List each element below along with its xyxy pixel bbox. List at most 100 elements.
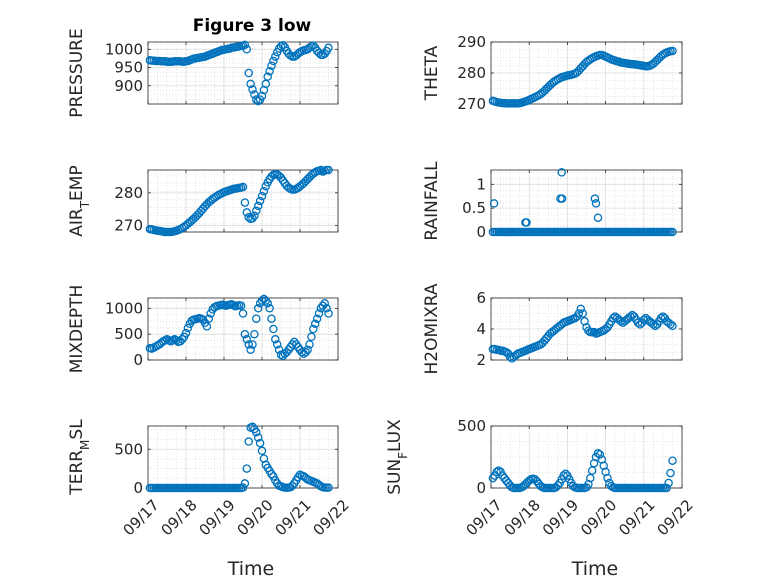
pressure-data-point — [246, 79, 255, 89]
rainfall-data-point — [593, 213, 603, 222]
air-temp-y-tick-label: 280 — [114, 184, 143, 202]
pressure-data-point — [248, 85, 257, 94]
pressure-data-point — [324, 43, 333, 53]
terr-msl-x-tick-label: 09/17 — [119, 496, 162, 539]
mixdepth-data-point — [183, 323, 193, 333]
rainfall-y-tick-label: 0 — [476, 223, 486, 241]
figure-title: Figure 3 low — [193, 16, 312, 36]
sun-flux-data-point — [553, 481, 563, 490]
terr-msl-y-tick-label: 500 — [114, 440, 143, 458]
mixdepth-data-point — [202, 322, 212, 331]
rainfall-y-tick-label: 0.5 — [462, 199, 486, 217]
sun-flux-x-tick-label: 09/19 — [539, 496, 582, 539]
mixdepth-data-point — [240, 329, 250, 339]
air-temp-data-point — [240, 198, 250, 207]
rainfall-panel: 0 0.5 1 RAINFALL — [422, 161, 683, 241]
sun-flux-data-point — [662, 483, 671, 493]
sun-flux-x-tick-label: 09/18 — [501, 496, 544, 539]
h2omixra-data-point — [668, 321, 677, 331]
mixdepth-data-point — [206, 309, 215, 318]
mixdepth-y-axis-label: MIXDEPTH — [67, 285, 87, 374]
mixdepth-data-point — [236, 301, 246, 311]
terr-msl-data-point — [255, 438, 265, 448]
theta-panel: 270 280 290 THETA — [422, 33, 683, 113]
pressure-data-point — [267, 61, 276, 70]
air-temp-axes-box — [147, 169, 339, 233]
sun-flux-x-tick-label: 09/22 — [653, 496, 696, 539]
rainfall-y-tick-label: 1 — [476, 175, 486, 193]
pressure-data-point — [244, 68, 253, 78]
air-temp-panel: 270 280 AIRTEMP — [67, 165, 339, 237]
h2omixra-data-point — [584, 326, 593, 335]
mixdepth-data-point — [248, 340, 257, 349]
terr-msl-x-tick-label: 09/19 — [195, 496, 238, 539]
mixdepth-panel: 0 500 1000 MIXDEPTH — [67, 285, 339, 374]
sun-flux-x-tick-label: 09/20 — [577, 496, 620, 539]
mixdepth-data-point — [272, 340, 282, 349]
h2omixra-y-tick-label: 4 — [476, 320, 486, 338]
terr-msl-data-point — [240, 479, 250, 488]
mixdepth-data-point — [310, 319, 320, 329]
air-temp-data-point — [250, 211, 259, 220]
terr-msl-data-point — [253, 433, 263, 442]
mixdepth-data-point — [312, 314, 322, 323]
air-temp-y-tick-label: 270 — [114, 216, 143, 234]
air-temp-data-point — [242, 208, 252, 217]
mixdepth-data-point — [253, 304, 263, 313]
terr-msl-data-point — [242, 464, 252, 473]
sun-flux-data-point — [668, 456, 677, 465]
air-temp-data-point — [255, 196, 265, 206]
rainfall-data-point — [590, 194, 600, 203]
air-temp-data-point — [253, 201, 263, 211]
pressure-y-tick-label: 900 — [114, 77, 143, 95]
terr-msl-panel: 0 500 TERRMSL 09/1709/1809/1909/2009/2109/2… — [67, 419, 353, 540]
sun-flux-panel: 0 500 SUNFLUX 09/1709/1809/1909/2009/2109/2… — [385, 417, 697, 539]
rainfall-data-point — [668, 227, 677, 237]
h2omixra-data-point — [505, 352, 515, 362]
mixdepth-data-point — [324, 309, 333, 318]
sun-flux-data-point — [664, 478, 673, 488]
air-temp-data-point — [324, 165, 333, 175]
theta-y-tick-label: 270 — [457, 95, 486, 113]
sun-flux-data-point — [603, 473, 612, 483]
sun-flux-data-point — [593, 449, 603, 458]
rainfall-data-point — [522, 218, 531, 227]
mixdepth-data-point — [267, 314, 276, 323]
rainfall-data-point — [557, 168, 566, 177]
mixdepth-data-point — [269, 324, 278, 334]
mixdepth-data-point — [309, 324, 318, 334]
mixdepth-data-point — [303, 345, 312, 354]
mixdepth-data-point — [244, 340, 253, 349]
sun-flux-data-point — [488, 473, 498, 483]
h2omixra-y-tick-label: 6 — [476, 289, 486, 307]
rainfall-data-point — [591, 199, 601, 208]
sun-flux-data-point — [568, 481, 578, 491]
mixdepth-data-point — [172, 336, 181, 345]
mixdepth-data-point — [204, 314, 214, 323]
h2omixra-panel: 2 4 6 H2OMIXRA — [422, 283, 683, 375]
mixdepth-data-point — [252, 314, 261, 323]
terr-msl-x-tick-label: 09/18 — [157, 496, 200, 539]
terr-msl-y-axis-label: TERRMSL — [67, 419, 92, 496]
mixdepth-data-point — [242, 335, 252, 344]
pressure-y-axis-label: PRESSURE — [67, 28, 87, 117]
terr-msl-data-point — [238, 483, 248, 492]
mixdepth-data-point — [250, 329, 259, 339]
theta-y-axis-label: THETA — [422, 45, 442, 101]
h2omixra-y-axis-label: H2OMIXRA — [422, 283, 442, 374]
terr-msl-y-tick-label: 0 — [133, 479, 143, 497]
air-temp-data-point — [252, 206, 261, 216]
pressure-data-point — [242, 45, 252, 54]
x-axis-label-left: Time — [227, 558, 275, 580]
sun-flux-x-tick-label: 09/21 — [615, 496, 658, 539]
terr-msl-data-point — [257, 446, 267, 456]
mixdepth-data-point — [320, 298, 329, 308]
pressure-y-tick-label: 950 — [114, 59, 143, 77]
mixdepth-data-point — [238, 309, 248, 318]
h2omixra-data-point — [578, 309, 587, 318]
mixdepth-axes-box — [147, 297, 339, 361]
air-temp-data-point — [238, 182, 248, 192]
terr-msl-data-point — [267, 469, 276, 479]
mixdepth-data-point — [271, 335, 280, 344]
mixdepth-data-point — [177, 335, 187, 344]
